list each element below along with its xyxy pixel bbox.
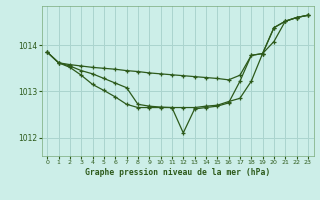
X-axis label: Graphe pression niveau de la mer (hPa): Graphe pression niveau de la mer (hPa) xyxy=(85,168,270,177)
